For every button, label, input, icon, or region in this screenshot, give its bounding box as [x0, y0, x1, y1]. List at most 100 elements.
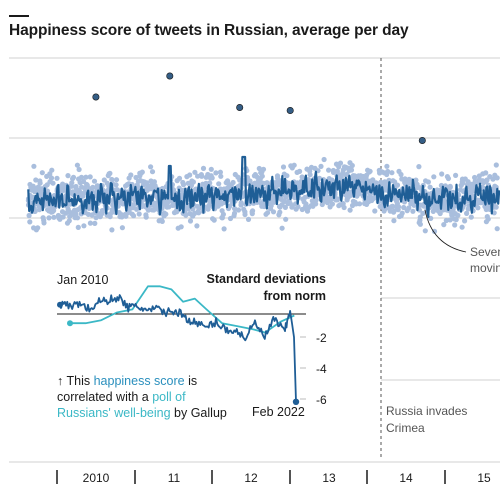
- daily-score-dot: [459, 224, 465, 230]
- daily-score-dot: [472, 174, 478, 181]
- daily-score-dot: [131, 213, 137, 219]
- daily-score-dot: [90, 184, 96, 190]
- daily-score-dot: [316, 175, 323, 181]
- daily-score-dot: [70, 174, 77, 180]
- daily-score-dot: [431, 174, 437, 180]
- daily-score-dot: [493, 162, 499, 168]
- x-tick-label: 12: [244, 471, 258, 485]
- x-tick-label: 11: [168, 471, 181, 485]
- inset-tick-label: -6: [316, 393, 327, 407]
- happiness-series-end-dot: [292, 398, 300, 405]
- poll-series-start-dot: [67, 320, 73, 327]
- daily-score-dot: [180, 182, 187, 188]
- daily-score-dot: [54, 175, 60, 181]
- daily-score-dot: [399, 210, 405, 216]
- daily-score-dot: [401, 204, 407, 211]
- daily-score-dot: [83, 174, 89, 180]
- daily-score-dot: [48, 175, 55, 181]
- daily-score-dot: [447, 217, 453, 223]
- daily-score-dot: [230, 179, 236, 186]
- daily-score-dot: [398, 171, 404, 178]
- daily-score-dot: [220, 211, 226, 217]
- daily-score-dot: [416, 164, 422, 170]
- moving-average-line: [27, 155, 500, 218]
- daily-score-dot: [65, 173, 71, 179]
- moving-average-label-2: movin: [470, 261, 500, 275]
- inset-end-label: Feb 2022: [252, 405, 305, 419]
- daily-score-dot: [441, 222, 447, 228]
- daily-score-dot: [282, 204, 288, 210]
- daily-score-dot: [439, 171, 445, 177]
- daily-score-dot: [39, 170, 45, 176]
- daily-score-dot: [209, 175, 215, 181]
- daily-score-dot: [425, 179, 431, 185]
- inset-start-label: Jan 2010: [57, 273, 108, 287]
- daily-score-dot: [148, 164, 154, 170]
- daily-score-dot: [265, 210, 271, 216]
- top-rule: [9, 15, 29, 17]
- daily-score-dot: [221, 226, 227, 232]
- daily-score-dot: [51, 214, 57, 220]
- daily-score-dot: [74, 215, 81, 221]
- daily-score-dot: [216, 181, 222, 187]
- daily-score-dot: [109, 176, 115, 183]
- daily-score-dot: [406, 205, 412, 211]
- daily-score-dot: [247, 178, 253, 184]
- outlier-point: [418, 137, 426, 145]
- daily-score-dot: [178, 224, 184, 230]
- x-tick-label: 15: [477, 471, 491, 485]
- daily-score-dot: [242, 209, 248, 215]
- daily-score-dot: [334, 196, 340, 202]
- daily-score-dot: [231, 210, 238, 216]
- daily-score-dot: [280, 164, 287, 170]
- daily-score-dot: [149, 169, 156, 175]
- daily-score-dot: [420, 210, 426, 216]
- daily-score-dot: [68, 183, 75, 189]
- daily-score-dot: [391, 218, 397, 224]
- outlier-point: [166, 72, 174, 80]
- daily-score-dot: [453, 217, 459, 223]
- daily-score-dot: [394, 182, 401, 188]
- daily-score-dot: [87, 220, 93, 226]
- daily-score-dot: [277, 209, 283, 215]
- daily-score-dot: [340, 201, 346, 207]
- daily-score-dot: [283, 216, 289, 222]
- outlier-point: [286, 107, 294, 115]
- x-axis-labels: 2010 11 12 13 14 15: [83, 471, 491, 485]
- daily-score-dot: [26, 212, 32, 219]
- daily-score-dot: [107, 170, 113, 176]
- daily-score-dot: [329, 201, 335, 207]
- daily-score-dot: [134, 206, 140, 212]
- x-tick-label: 13: [322, 471, 336, 485]
- daily-score-dot: [81, 223, 87, 229]
- daily-score-dot: [27, 219, 33, 225]
- note-text: correlated with a: [57, 390, 152, 404]
- inset-chart: Jan 2010 Standard deviations from norm -…: [57, 272, 327, 420]
- daily-score-dot: [391, 208, 397, 214]
- daily-score-dot: [159, 218, 165, 224]
- daily-score-dot: [113, 177, 120, 183]
- daily-score-dot: [190, 179, 196, 185]
- daily-score-dot: [119, 225, 125, 231]
- poll-series-line: [70, 285, 295, 334]
- daily-score-dot: [417, 221, 423, 227]
- daily-score-dot: [297, 168, 303, 174]
- daily-score-dot: [144, 180, 150, 186]
- daily-score-dot: [384, 163, 390, 169]
- daily-score-dot: [493, 204, 499, 210]
- daily-score-dot: [422, 228, 428, 234]
- daily-score-dot: [363, 176, 369, 183]
- daily-score-dot: [143, 214, 149, 220]
- daily-score-dot: [187, 218, 194, 224]
- daily-score-dot: [485, 216, 491, 222]
- daily-score-dot: [452, 222, 458, 228]
- daily-score-dot: [192, 169, 198, 175]
- daily-score-dot: [92, 220, 98, 226]
- daily-score-dot: [78, 174, 85, 180]
- daily-score-dot: [208, 166, 214, 172]
- daily-score-dot: [76, 166, 82, 173]
- daily-score-dot: [410, 208, 416, 214]
- note-highlight-poll: poll of: [152, 390, 186, 404]
- daily-score-dot: [468, 214, 474, 220]
